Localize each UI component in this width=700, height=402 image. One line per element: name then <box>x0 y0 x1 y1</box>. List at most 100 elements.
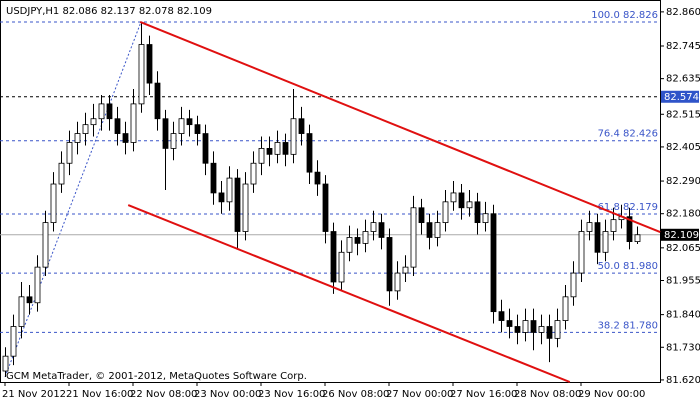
fibo-label: 76.4 82.426 <box>598 129 658 140</box>
trendline <box>127 204 571 383</box>
candle-body <box>330 231 337 283</box>
candle-body <box>426 222 433 238</box>
fibo-base <box>4 21 142 378</box>
candle-body <box>554 320 561 339</box>
y-tick-label: 82.745 <box>666 41 700 52</box>
candle-body <box>170 133 177 149</box>
candles <box>2 21 641 377</box>
candle-body <box>602 231 609 253</box>
candle-body <box>578 231 585 274</box>
x-tick-label: 29 Nov 00:00 <box>578 389 645 400</box>
candle-body <box>114 118 121 134</box>
candle-body <box>218 192 225 203</box>
candle-body <box>530 320 537 333</box>
chart-title: USDJPY,H1 82.086 82.137 82.078 82.109 <box>6 6 212 17</box>
candle-body <box>66 142 73 164</box>
candle-body <box>306 133 313 173</box>
candle-body <box>386 237 393 292</box>
candle-body <box>106 103 113 120</box>
candle-body <box>322 183 329 232</box>
marker-label: 82.574 <box>664 92 699 103</box>
fibo-label: 100.0 82.826 <box>591 10 658 21</box>
candle-body <box>418 207 425 224</box>
y-tick-label: 81.840 <box>666 310 700 321</box>
overlays <box>0 21 660 378</box>
candle-body <box>186 118 193 126</box>
candle-body <box>162 118 169 149</box>
x-tick-label: 27 Nov 16:00 <box>450 389 517 400</box>
candle-body <box>26 296 33 304</box>
candle-body <box>98 103 105 120</box>
candle-body <box>474 201 481 224</box>
candle-body <box>282 142 289 155</box>
marker-label-box <box>661 90 699 103</box>
candle-body <box>546 326 553 339</box>
candle-body <box>634 234 641 243</box>
candle-body <box>34 266 41 304</box>
candle-body <box>82 124 89 134</box>
candle-body <box>138 44 145 105</box>
candle-body <box>594 222 601 253</box>
fibo-label: 61.8 82.179 <box>598 202 658 213</box>
x-tick-label: 23 Nov 00:00 <box>194 389 261 400</box>
candle-body <box>298 118 305 134</box>
candle-body <box>402 266 409 274</box>
candle-body <box>522 320 529 333</box>
candle-body <box>258 148 265 164</box>
candle-body <box>202 133 209 164</box>
plot-frame <box>0 0 661 383</box>
candle-body <box>490 213 497 313</box>
candle-body <box>210 162 217 194</box>
x-tick-label: 23 Nov 16:00 <box>258 389 325 400</box>
candle-body <box>586 222 593 232</box>
candle-body <box>74 133 81 143</box>
candle-body <box>562 296 569 321</box>
candle-body <box>338 251 345 283</box>
y-tick-label: 82.405 <box>666 142 700 153</box>
candle-body <box>274 142 281 155</box>
price-label-box <box>661 228 699 241</box>
x-tick-label: 28 Nov 08:00 <box>514 389 581 400</box>
candle-body <box>458 192 465 209</box>
x-tick-label: 21 Nov 2012 <box>2 389 66 400</box>
candle-body <box>450 192 457 203</box>
candle-body <box>266 148 273 155</box>
y-tick-label: 82.290 <box>666 176 700 187</box>
candle-body <box>250 162 257 185</box>
fibo-label: 50.0 81.980 <box>598 261 658 272</box>
candle-body <box>610 219 617 232</box>
candle-body <box>466 201 473 209</box>
candle-body <box>154 82 161 120</box>
candle-body <box>234 177 241 232</box>
x-tick-label: 26 Nov 08:00 <box>322 389 389 400</box>
trendline <box>139 21 661 234</box>
candle-body <box>122 133 129 143</box>
candle-body <box>58 162 65 185</box>
candle-body <box>482 213 489 224</box>
y-tick-label: 82.860 <box>666 7 700 18</box>
y-tick-label: 82.635 <box>666 74 700 85</box>
price-label: 82.109 <box>664 230 699 241</box>
candle-body <box>362 231 369 244</box>
candle-body <box>498 311 505 321</box>
candle-body <box>538 326 545 333</box>
footer: GCM MetaTrader, © 2001-2012, MetaQuotes … <box>6 371 307 382</box>
y-tick-label: 81.955 <box>666 275 700 286</box>
candle-body <box>378 222 385 238</box>
x-tick-label: 27 Nov 00:00 <box>386 389 453 400</box>
candle-body <box>354 237 361 244</box>
y-tick-label: 81.730 <box>666 342 700 353</box>
annotations: 100.0 82.826 76.4 82.426 61.8 82.179 50.0 8… <box>127 10 661 383</box>
candle-body <box>314 171 321 185</box>
y-tick-label: 81.620 <box>666 375 700 386</box>
candle-body <box>10 326 17 357</box>
candle-body <box>442 201 449 224</box>
candle-body <box>178 118 185 134</box>
y-tick-label: 82.180 <box>666 209 700 220</box>
y-tick-label: 82.515 <box>666 109 700 120</box>
x-tick-label: 22 Nov 08:00 <box>130 389 197 400</box>
candle-body <box>346 237 353 253</box>
candle-body <box>146 44 153 84</box>
candle-body <box>90 118 97 126</box>
